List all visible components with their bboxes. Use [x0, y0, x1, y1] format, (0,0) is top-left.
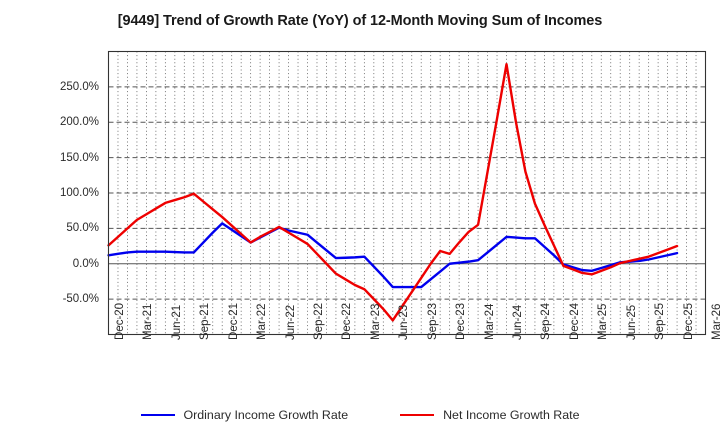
y-tick-label: 50.0%: [66, 222, 99, 235]
x-tick-label: Jun-21: [170, 304, 183, 340]
legend-item[interactable]: Ordinary Income Growth Rate: [140, 408, 349, 422]
legend-line-swatch-icon: [400, 414, 435, 416]
y-tick-label: 150.0%: [59, 151, 99, 164]
x-tick-label: Dec-25: [682, 302, 695, 340]
y-tick-label: 200.0%: [59, 116, 99, 129]
y-tick-label: 250.0%: [59, 80, 99, 93]
series-line-net-income: [107, 63, 679, 322]
y-axis-tick-labels: -50.0% 0.0% 50.0% 100.0% 150.0% 200.0% 250.0%: [0, 0, 103, 440]
x-tick-label: Dec-22: [341, 302, 354, 340]
y-tick-label: 100.0%: [59, 187, 99, 199]
x-tick-label: Sep-24: [540, 302, 553, 340]
x-tick-label: Mar-23: [369, 303, 382, 340]
y-tick-label: 0.0%: [72, 257, 99, 270]
x-tick-label: Sep-25: [654, 302, 667, 340]
legend-line-swatch-icon: [140, 414, 175, 416]
legend-label: Ordinary Income Growth Rate: [183, 408, 349, 422]
x-tick-label: Mar-25: [597, 303, 610, 340]
x-tick-label: Jun-23: [398, 304, 411, 340]
x-tick-label: Dec-20: [114, 302, 126, 340]
x-tick-label: Jun-22: [284, 304, 297, 340]
x-tick-label: Mar-26: [711, 303, 720, 340]
series-line-ordinary-income: [107, 222, 679, 289]
x-tick-label: Jun-25: [625, 304, 638, 340]
x-tick-label: Jun-24: [512, 304, 524, 340]
y-tick-label: -50.0%: [62, 293, 99, 306]
legend-label: Net Income Growth Rate: [443, 408, 580, 422]
x-tick-label: Mar-22: [256, 303, 269, 340]
x-tick-label: Dec-24: [568, 302, 581, 340]
x-tick-label: Dec-21: [227, 302, 240, 340]
chart-legend: Ordinary Income Growth Rate Net Income Gr…: [0, 408, 720, 422]
x-tick-label: Sep-22: [313, 302, 325, 340]
chart-title: [9449] Trend of Growth Rate (YoY) of 12-…: [117, 13, 603, 29]
vertical-gridlines: [108, 51, 706, 335]
x-tick-label: Mar-21: [142, 303, 155, 340]
x-tick-label: Sep-21: [199, 302, 212, 340]
x-tick-label: Dec-23: [455, 302, 468, 340]
x-tick-label: Sep-23: [426, 302, 439, 340]
x-tick-label: Mar-24: [483, 303, 496, 340]
legend-item[interactable]: Net Income Growth Rate: [400, 408, 579, 422]
